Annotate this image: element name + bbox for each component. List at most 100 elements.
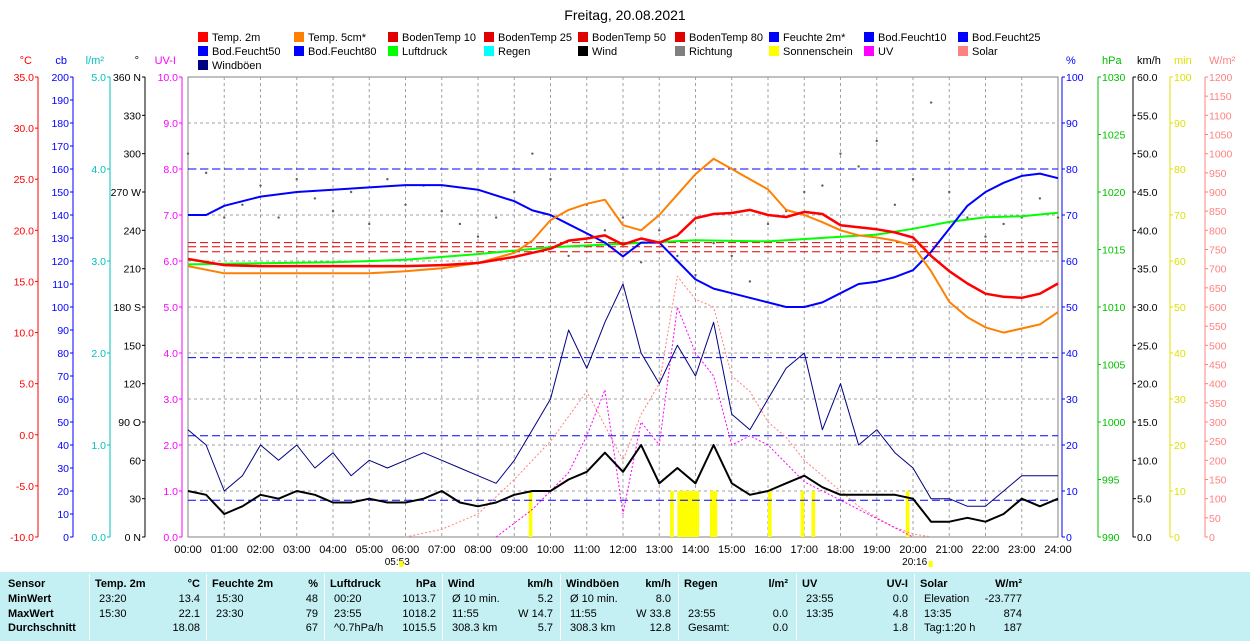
left-axis-tick-label: 30.0	[14, 123, 35, 135]
stats-cell-value: 67	[305, 622, 318, 634]
right-axis-tick-label: 100	[1209, 494, 1227, 506]
left-axis-unit: UV-I	[155, 55, 176, 67]
direction-point	[549, 178, 552, 181]
left-axis-tick-label: 5.0	[19, 379, 34, 391]
direction-point	[948, 190, 951, 194]
right-axis-tick-label: 990	[1102, 532, 1120, 544]
left-axis-tick-label: 1.0	[163, 486, 178, 498]
left-axis-tick-label: 7.0	[163, 210, 178, 222]
left-axis-tick-label: 2.0	[163, 440, 178, 452]
right-axis-tick-label: 1010	[1102, 302, 1126, 314]
right-axis-unit: %	[1066, 55, 1076, 67]
legend-swatch	[958, 32, 968, 42]
right-axis-tick-label: 450	[1209, 360, 1227, 372]
direction-point	[1002, 222, 1005, 226]
right-axis-tick-label: 900	[1209, 187, 1227, 199]
right-axis-tick-label: 40	[1174, 348, 1186, 360]
stats-divider	[324, 574, 325, 640]
right-axis-tick-label: 45.0	[1137, 187, 1158, 199]
direction-point	[277, 216, 280, 219]
right-axis-tick-label: 70	[1174, 210, 1186, 222]
legend-swatch	[294, 46, 304, 56]
stats-group-name: Temp. 2m	[95, 578, 146, 590]
x-tick-label: 05:00	[355, 544, 383, 556]
left-axis-tick-label: 10.0	[14, 328, 35, 340]
legend-label-1: Temp. 5cm*	[308, 32, 367, 44]
left-axis-tick-label: 60	[57, 394, 69, 406]
right-axis-tick-label: 55.0	[1137, 110, 1158, 122]
stats-row-label: MinWert	[8, 593, 52, 605]
left-axis-tick-label: 140	[51, 210, 69, 222]
legend-label-17: Solar	[972, 46, 998, 58]
left-axis-tick-label: 160	[51, 164, 69, 176]
legend-label-16: UV	[878, 46, 894, 58]
direction-point	[1056, 216, 1060, 219]
sunset-label: 20:16	[902, 557, 927, 568]
left-axis-tick-label: 0.0	[19, 430, 34, 442]
left-axis-tick-label: 120	[123, 379, 141, 391]
direction-point	[259, 184, 262, 187]
right-axis-tick-label: 100	[1174, 72, 1192, 84]
x-tick-label: 15:00	[718, 544, 746, 556]
left-axis-tick-label: 0.0	[91, 532, 106, 544]
right-axis-tick-label: 80	[1174, 164, 1186, 176]
x-tick-label: 09:00	[500, 544, 528, 556]
left-axis-tick-label: 30	[129, 494, 141, 506]
x-tick-label: 21:00	[935, 544, 963, 556]
direction-point	[748, 280, 752, 283]
right-axis-tick-label: 800	[1209, 225, 1227, 237]
stats-cell-label: Tag:1:20 h	[924, 622, 976, 634]
legend-label-3: BodenTemp 25	[498, 32, 572, 44]
left-axis-tick-label: 120	[51, 256, 69, 268]
left-axis-tick-label: 20.0	[14, 225, 35, 237]
stats-cell-label: 23:20	[99, 593, 127, 605]
legend-label-4: BodenTemp 50	[592, 32, 666, 44]
stats-cell-label: 15:30	[99, 608, 127, 620]
right-axis-tick-label: 35.0	[1137, 264, 1158, 276]
direction-point	[893, 203, 897, 206]
stats-cell-label: 23:55	[688, 608, 716, 620]
direction-point	[1038, 197, 1042, 200]
right-axis-tick-label: 10	[1066, 486, 1078, 498]
legend-swatch	[294, 32, 304, 42]
stats-cell-value: 1.8	[892, 622, 908, 634]
stats-cell-label: 308.3 km	[570, 622, 616, 634]
right-axis-tick-label: 90	[1066, 118, 1078, 130]
stats-divider	[560, 574, 561, 640]
legend-swatch	[864, 46, 874, 56]
stats-cell-label: Ø 10 min.	[452, 593, 500, 605]
right-axis-tick-label: 250	[1209, 436, 1227, 448]
right-axis-tick-label: 80	[1066, 164, 1078, 176]
x-tick-label: 00:00	[174, 544, 202, 556]
legend-label-15: Sonnenschein	[783, 46, 853, 58]
direction-point	[494, 216, 498, 219]
stats-cell-label: 11:55	[570, 608, 597, 620]
left-axis-tick-label: 4.0	[163, 348, 178, 360]
x-tick-label: 24:00	[1044, 544, 1072, 556]
x-tick-label: 11:00	[573, 544, 600, 556]
stats-divider	[678, 574, 679, 640]
left-axis-tick-label: 150	[51, 187, 69, 199]
stats-cell-label: 11:55	[452, 608, 479, 620]
sunrise-marker	[399, 561, 404, 567]
right-axis-tick-label: 750	[1209, 245, 1227, 257]
right-axis-tick-label: 350	[1209, 398, 1227, 410]
left-axis-tick-label: 40	[57, 440, 69, 452]
direction-point	[676, 254, 679, 258]
left-axis-tick-label: -5.0	[16, 481, 34, 493]
left-axis-tick-label: 9.0	[163, 118, 178, 130]
stats-cell-value: 874	[1003, 608, 1022, 620]
left-axis-tick-label: 240	[123, 225, 141, 237]
legend-swatch	[578, 32, 588, 42]
left-axis-tick-label: 200	[51, 72, 69, 84]
x-tick-label: 20:00	[899, 544, 927, 556]
stats-cell-value: 0.0	[772, 608, 788, 620]
stats-cell-value: 4.8	[892, 608, 908, 620]
left-axis-tick-label: 180 S	[114, 302, 141, 314]
stats-cell-value: 5.2	[537, 593, 553, 605]
stats-group-unit: W/m²	[995, 578, 1022, 590]
legend-label-9: Bod.Feucht50	[212, 46, 281, 58]
series-feuchte-2m-	[188, 172, 1059, 308]
stats-cell-value: 1013.7	[402, 593, 436, 605]
right-axis-tick-label: 950	[1209, 168, 1227, 180]
